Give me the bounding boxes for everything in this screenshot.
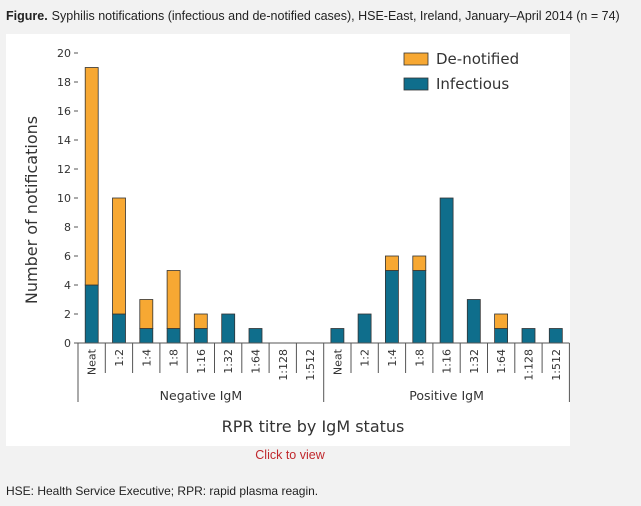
- x-tick-label: 1:4: [140, 349, 153, 367]
- bar-de-notified-15: [494, 313, 509, 329]
- bars: [84, 67, 563, 344]
- x-tick-label: 1:2: [113, 349, 126, 367]
- bar-de-notified-12: [412, 255, 427, 271]
- x-tick-label: 1:32: [468, 349, 481, 374]
- bar-infectious-13: [439, 197, 454, 344]
- bar-infectious-15: [494, 328, 509, 344]
- x-tick-label: 1:16: [441, 349, 454, 374]
- x-tick-label: 1:32: [222, 349, 235, 374]
- bar-infectious-11: [384, 270, 399, 344]
- x-tick-label: 1:16: [195, 349, 208, 374]
- y-tick-label: 16: [57, 105, 71, 118]
- x-axis: Neat 1:2 1:4 1:8 1:16 1:32 1:64 1:128 1:512 Neat 1…: [77, 342, 570, 403]
- y-tick-label: 6: [64, 250, 71, 263]
- y-tick-label: 10: [57, 192, 71, 205]
- footnote: HSE: Health Service Executive; RPR: rapi…: [6, 484, 319, 498]
- y-tick-label: 8: [64, 221, 71, 234]
- x-tick-label: 1:2: [359, 349, 372, 367]
- bar-infectious-6: [248, 328, 263, 344]
- figure-caption: Figure. Syphilis notifications (infectiou…: [6, 8, 636, 24]
- bar-de-notified-3: [166, 270, 181, 329]
- click-to-view-link[interactable]: Click to view: [255, 448, 325, 462]
- x-tick-label: 1:8: [168, 349, 181, 367]
- bar-infectious-10: [357, 313, 372, 344]
- y-axis-title: Number of notifications: [22, 116, 41, 304]
- legend-label: De-notified: [436, 50, 519, 68]
- legend: De-notified Infectious: [403, 50, 519, 93]
- y-tick-label: 0: [64, 337, 71, 350]
- bar-infectious-1: [112, 313, 126, 344]
- stacked-bar-chart: 0 2 4 6 8 10 12 14 16 18 20 Neat 1:2 1:4 1:8 1:16 1:32 1…: [22, 47, 570, 436]
- x-group-label: Positive IgM: [409, 388, 484, 403]
- bar-infectious-4: [193, 328, 208, 344]
- y-axis: 0 2 4 6 8 10 12 14 16 18 20: [57, 47, 78, 350]
- legend-label: Infectious: [436, 75, 509, 93]
- figure-caption-text: Syphilis notifications (infectious and d…: [51, 9, 620, 23]
- x-tick-label: 1:128: [277, 349, 290, 381]
- x-tick-label: 1:512: [550, 349, 563, 381]
- bar-infectious-17: [548, 328, 563, 344]
- y-tick-label: 4: [64, 279, 71, 292]
- bar-de-notified-11: [384, 255, 399, 271]
- x-axis-title: RPR titre by IgM status: [222, 417, 405, 436]
- x-tick-label: Neat: [331, 348, 344, 375]
- x-tick-label: 1:64: [495, 349, 508, 374]
- bar-infectious-0: [84, 284, 99, 344]
- y-tick-label: 18: [57, 76, 71, 89]
- bar-de-notified-1: [112, 197, 126, 315]
- x-tick-label: 1:64: [250, 349, 263, 374]
- y-tick-label: 20: [57, 47, 71, 60]
- bar-infectious-14: [466, 299, 481, 344]
- legend-swatch: [403, 77, 429, 91]
- figure-label: Figure.: [6, 9, 48, 23]
- bar-infectious-5: [221, 313, 236, 344]
- legend-swatch: [403, 52, 429, 66]
- bar-infectious-16: [521, 328, 536, 344]
- bar-infectious-9: [330, 328, 345, 344]
- bar-de-notified-0: [84, 67, 99, 286]
- bar-infectious-12: [412, 270, 427, 344]
- bar-de-notified-4: [193, 313, 208, 329]
- chart-panel: 0 2 4 6 8 10 12 14 16 18 20 Neat 1:2 1:4 1:8 1:16 1:32 1…: [6, 34, 570, 446]
- x-tick-label: 1:8: [413, 349, 426, 367]
- x-tick-label: Neat: [86, 348, 99, 375]
- x-tick-label: 1:128: [523, 349, 536, 381]
- y-tick-label: 14: [57, 134, 71, 147]
- x-tick-label: 1:4: [386, 349, 399, 367]
- bar-infectious-2: [139, 328, 154, 344]
- y-tick-label: 12: [57, 163, 71, 176]
- bar-de-notified-2: [139, 299, 154, 329]
- x-group-label: Negative IgM: [160, 388, 242, 403]
- y-tick-label: 2: [64, 308, 71, 321]
- x-tick-label: 1:512: [304, 349, 317, 381]
- bar-infectious-3: [166, 328, 181, 344]
